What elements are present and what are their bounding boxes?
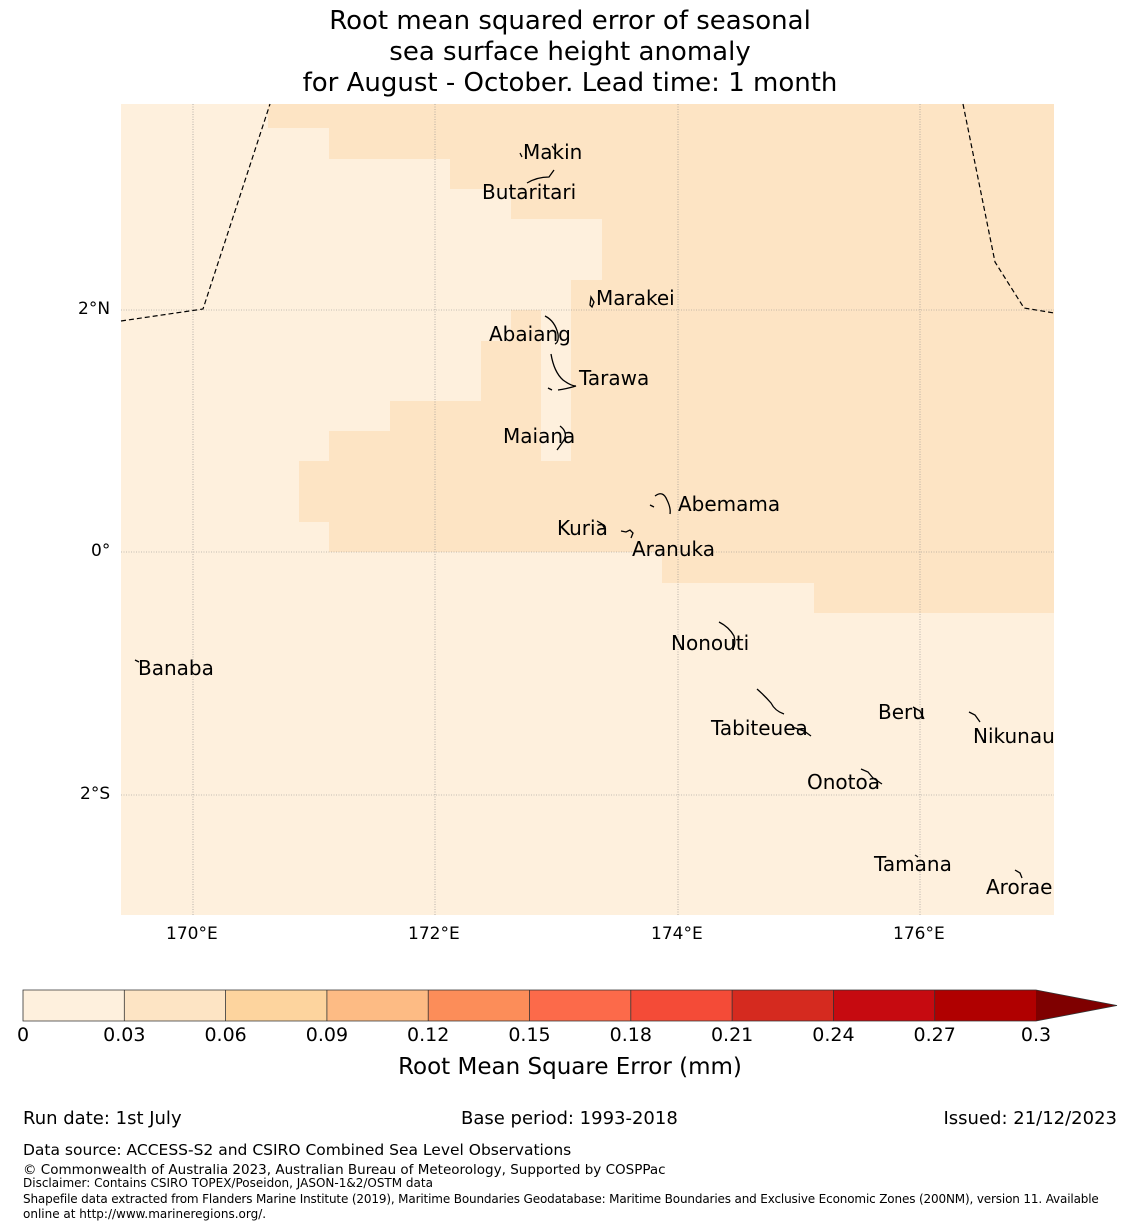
island-outline-butaritari: [526, 169, 555, 184]
disclaimer: Disclaimer: Contains CSIRO TOPEX/Poseido…: [23, 1176, 433, 1190]
shapefile-credit-line-1: Shapefile data extracted from Flanders M…: [23, 1192, 1099, 1206]
island-outline-abaiang: [544, 315, 559, 345]
x-tick-170E: 170°E: [166, 924, 218, 944]
colorbar-tick-1: 0.03: [103, 1024, 146, 1046]
x-tick-174E: 174°E: [651, 924, 703, 944]
data-source: Data source: ACCESS-S2 and CSIRO Combine…: [23, 1141, 572, 1159]
colorbar-segment-1: [124, 990, 226, 1021]
colorbar-segment-6: [630, 990, 733, 1021]
colorbar-segment-2: [225, 990, 327, 1021]
colorbar-tick-10: 0.3: [1020, 1024, 1052, 1046]
island-label-abemama: Abemama: [678, 492, 780, 516]
island-outline-tamana: [914, 854, 919, 858]
island-label-banaba: Banaba: [138, 656, 214, 680]
island-label-beru: Beru: [878, 700, 925, 724]
colorbar-tick-3: 0.09: [305, 1024, 349, 1046]
island-label-butaritari: Butaritari: [482, 180, 576, 204]
island-label-arorae: Arorae: [986, 875, 1052, 899]
colorbar-tick-9: 0.27: [913, 1024, 956, 1046]
island-outline-kuria: [596, 520, 606, 530]
colorbar-tick-2: 0.06: [204, 1024, 247, 1046]
island-label-onotoa: Onotoa: [807, 770, 880, 794]
colorbar-outline: [22, 989, 1118, 1022]
colorbar-segment-7: [732, 990, 834, 1021]
colorbar-segment-0: [23, 990, 125, 1021]
island-outline-beru: [912, 706, 925, 720]
island-outline-nonouti: [718, 621, 736, 650]
colorbar-title: Root Mean Square Error (mm): [398, 1054, 742, 1080]
colorbar-segment-5: [529, 990, 631, 1021]
island-label-abaiang: Abaiang: [489, 322, 571, 346]
title-line-3: for August - October. Lead time: 1 month: [302, 68, 838, 98]
shapefile-credit-line-2: online at http://www.marineregions.org/.: [23, 1207, 267, 1221]
island-outline-nikunau: [968, 711, 981, 723]
gridlines: [121, 104, 1054, 915]
chart-title: Root mean squared error of seasonal sea …: [0, 6, 1140, 99]
colorbar-tick-7: 0.21: [710, 1024, 754, 1046]
run-date: Run date: 1st July: [23, 1108, 182, 1129]
issued-date: Issued: 21/12/2023: [943, 1108, 1117, 1129]
colorbar-segment-3: [326, 990, 429, 1021]
eez-boundary-east: [962, 103, 1055, 314]
island-labels: Makin Butaritari Marakei Abaiang Tarawa …: [138, 140, 1055, 899]
colorbar-extend-arrow: [1036, 990, 1117, 1021]
island-outline-banaba: [134, 659, 140, 663]
colorbar-tick-8: 0.24: [812, 1024, 855, 1046]
island-outline-aranuka: [620, 529, 634, 539]
island-label-aranuka: Aranuka: [632, 537, 715, 561]
title-line-2: sea surface height anomaly: [389, 37, 751, 67]
y-tick-2N: 2°N: [78, 299, 111, 319]
colorbar-segment-9: [934, 990, 1036, 1021]
rmse-band-region: [268, 104, 1054, 613]
island-label-nikunau: Nikunau: [973, 724, 1055, 748]
island-outline-onotoa: [860, 768, 883, 785]
colorbar-segment-4: [428, 990, 530, 1021]
eez-boundaries: [120, 103, 1055, 322]
colorbar-tick-6: 0.18: [609, 1024, 652, 1046]
island-outline-tarawa: [547, 353, 577, 391]
island-outline-maiana: [556, 425, 566, 451]
y-tick-2S: 2°S: [80, 784, 111, 804]
colorbar-tick-5: 0.15: [508, 1024, 551, 1046]
island-label-tamana: Tamana: [873, 852, 952, 876]
x-tick-172E: 172°E: [408, 924, 460, 944]
island-label-marakei: Marakei: [596, 286, 675, 310]
island-outline-abemama: [649, 493, 671, 515]
eez-boundary-west: [120, 103, 271, 322]
map-panel: Makin Butaritari Marakei Abaiang Tarawa …: [120, 103, 1055, 915]
y-tick-0: 0°: [91, 541, 111, 561]
copyright: © Commonwealth of Australia 2023, Austra…: [23, 1162, 666, 1178]
island-label-maiana: Maiana: [503, 424, 575, 448]
island-outline-makin: [519, 145, 556, 158]
island-label-makin: Makin: [523, 140, 582, 164]
colorbar-dividers: [123, 990, 936, 1021]
island-label-tarawa: Tarawa: [578, 366, 649, 390]
colorbar-segment-8: [833, 990, 935, 1021]
colorbar: [22, 989, 1118, 1022]
colorbar-tick-4: 0.12: [407, 1024, 450, 1046]
title-line-1: Root mean squared error of seasonal: [329, 6, 811, 36]
island-outline-tabiteuea: [756, 688, 812, 737]
island-label-kuria: Kuria: [557, 516, 608, 540]
island-label-tabiteuea: Tabiteuea: [710, 716, 808, 740]
base-period: Base period: 1993-2018: [461, 1108, 678, 1129]
island-outline-marakei: [589, 295, 595, 309]
x-tick-176E: 176°E: [893, 924, 945, 944]
colorbar-tick-0: 0: [16, 1024, 30, 1046]
island-outlines: [134, 145, 1023, 879]
island-label-nonouti: Nonouti: [671, 631, 749, 655]
island-outline-arorae: [1014, 869, 1023, 879]
